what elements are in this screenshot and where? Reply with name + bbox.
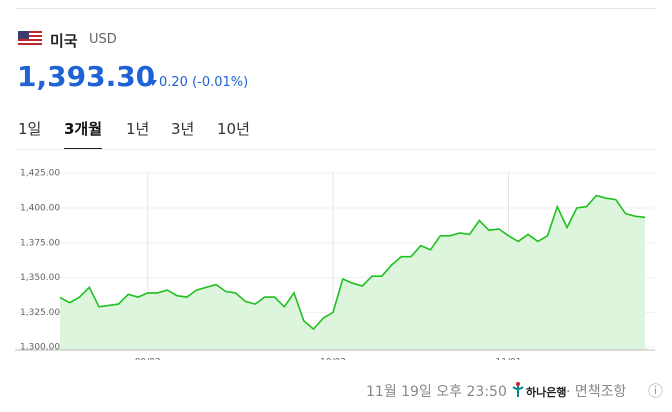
- bank-name: 하나은행: [526, 386, 567, 399]
- bank-logo: [512, 382, 524, 397]
- y-tick-label: 1,400.00: [20, 203, 60, 213]
- chart: 09/02 10/02 11/01 1,300.00 1,325.00 1,350.00 1…: [15, 155, 655, 361]
- flag: [18, 31, 42, 47]
- timestamp: 11월 19일 오후 23:50: [366, 384, 507, 400]
- line: [59, 194, 646, 331]
- tab[interactable]: 3개월: [64, 118, 103, 150]
- price: 1,393.30: [17, 60, 156, 93]
- x-tick-label: 11/01: [496, 358, 522, 361]
- y-tick-label: 1,425.00: [20, 169, 60, 179]
- info-icon[interactable]: ⓘ: [648, 382, 664, 400]
- tab[interactable]: 3년: [171, 120, 195, 138]
- x-tick-label: 09/02: [135, 358, 161, 361]
- tab[interactable]: 1일: [18, 120, 42, 138]
- area: [60, 195, 645, 350]
- tab-rule: [16, 149, 656, 150]
- change: 0.20 (-0.01%): [159, 75, 249, 90]
- tab[interactable]: 10년: [217, 120, 250, 138]
- country: 미국: [50, 32, 78, 50]
- y-tick-label: 1,350.00: [20, 273, 60, 283]
- y-tick-label: 1,325.00: [20, 308, 60, 318]
- down-arrow: [149, 80, 157, 86]
- disclaimer[interactable]: · 면책조항: [566, 384, 627, 400]
- tab[interactable]: 1년: [126, 120, 150, 138]
- y-tick-label: 1,375.00: [20, 238, 60, 248]
- y-tick-label: 1,300.00: [20, 343, 60, 353]
- currency: USD: [89, 32, 117, 47]
- x-tick-label: 10/02: [320, 358, 346, 361]
- top-rule: [16, 8, 656, 9]
